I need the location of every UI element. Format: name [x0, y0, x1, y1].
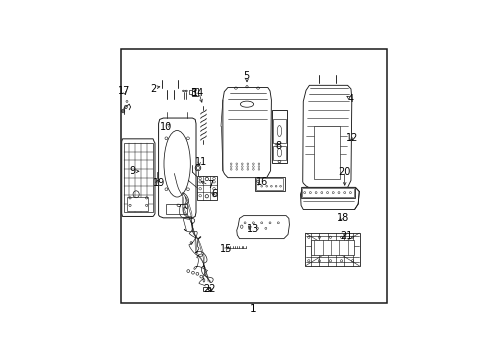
Bar — [203, 287, 209, 291]
Text: 14: 14 — [191, 87, 203, 98]
Text: 9: 9 — [129, 166, 135, 176]
Text: 2: 2 — [150, 84, 156, 94]
Text: 10: 10 — [160, 122, 172, 132]
Text: 1: 1 — [249, 304, 256, 314]
Text: 13: 13 — [247, 224, 259, 234]
Text: 11: 11 — [195, 157, 207, 167]
Text: 17: 17 — [117, 86, 130, 96]
Polygon shape — [158, 118, 196, 218]
Text: 5: 5 — [243, 72, 249, 81]
Text: 20: 20 — [338, 167, 350, 177]
Polygon shape — [300, 187, 359, 210]
Bar — [192, 88, 198, 96]
Bar — [273, 146, 285, 160]
Text: 7: 7 — [207, 180, 213, 190]
Text: 6: 6 — [211, 189, 217, 199]
Bar — [189, 90, 191, 94]
Polygon shape — [302, 85, 351, 188]
Text: 12: 12 — [345, 133, 357, 143]
Bar — [254, 177, 284, 191]
Polygon shape — [122, 139, 155, 216]
Bar — [127, 197, 148, 211]
Text: 21: 21 — [339, 231, 352, 241]
Polygon shape — [223, 87, 271, 177]
Text: 4: 4 — [347, 94, 353, 104]
Bar — [272, 110, 286, 163]
Bar — [123, 143, 152, 212]
Bar — [166, 204, 186, 214]
Bar — [301, 188, 353, 197]
Bar — [256, 179, 283, 190]
Bar — [300, 187, 355, 198]
Polygon shape — [314, 126, 339, 179]
Bar — [157, 172, 163, 177]
Bar — [310, 240, 353, 255]
Bar — [196, 176, 217, 200]
Text: 8: 8 — [275, 141, 281, 151]
Text: 19: 19 — [152, 178, 164, 188]
Text: 22: 22 — [203, 284, 215, 294]
Text: 16: 16 — [255, 177, 267, 187]
Bar — [305, 233, 359, 266]
Text: 3: 3 — [190, 88, 197, 98]
Bar — [273, 120, 285, 143]
Text: 18: 18 — [337, 213, 349, 223]
Text: 15: 15 — [220, 244, 232, 254]
Ellipse shape — [163, 131, 190, 197]
Polygon shape — [236, 216, 289, 239]
